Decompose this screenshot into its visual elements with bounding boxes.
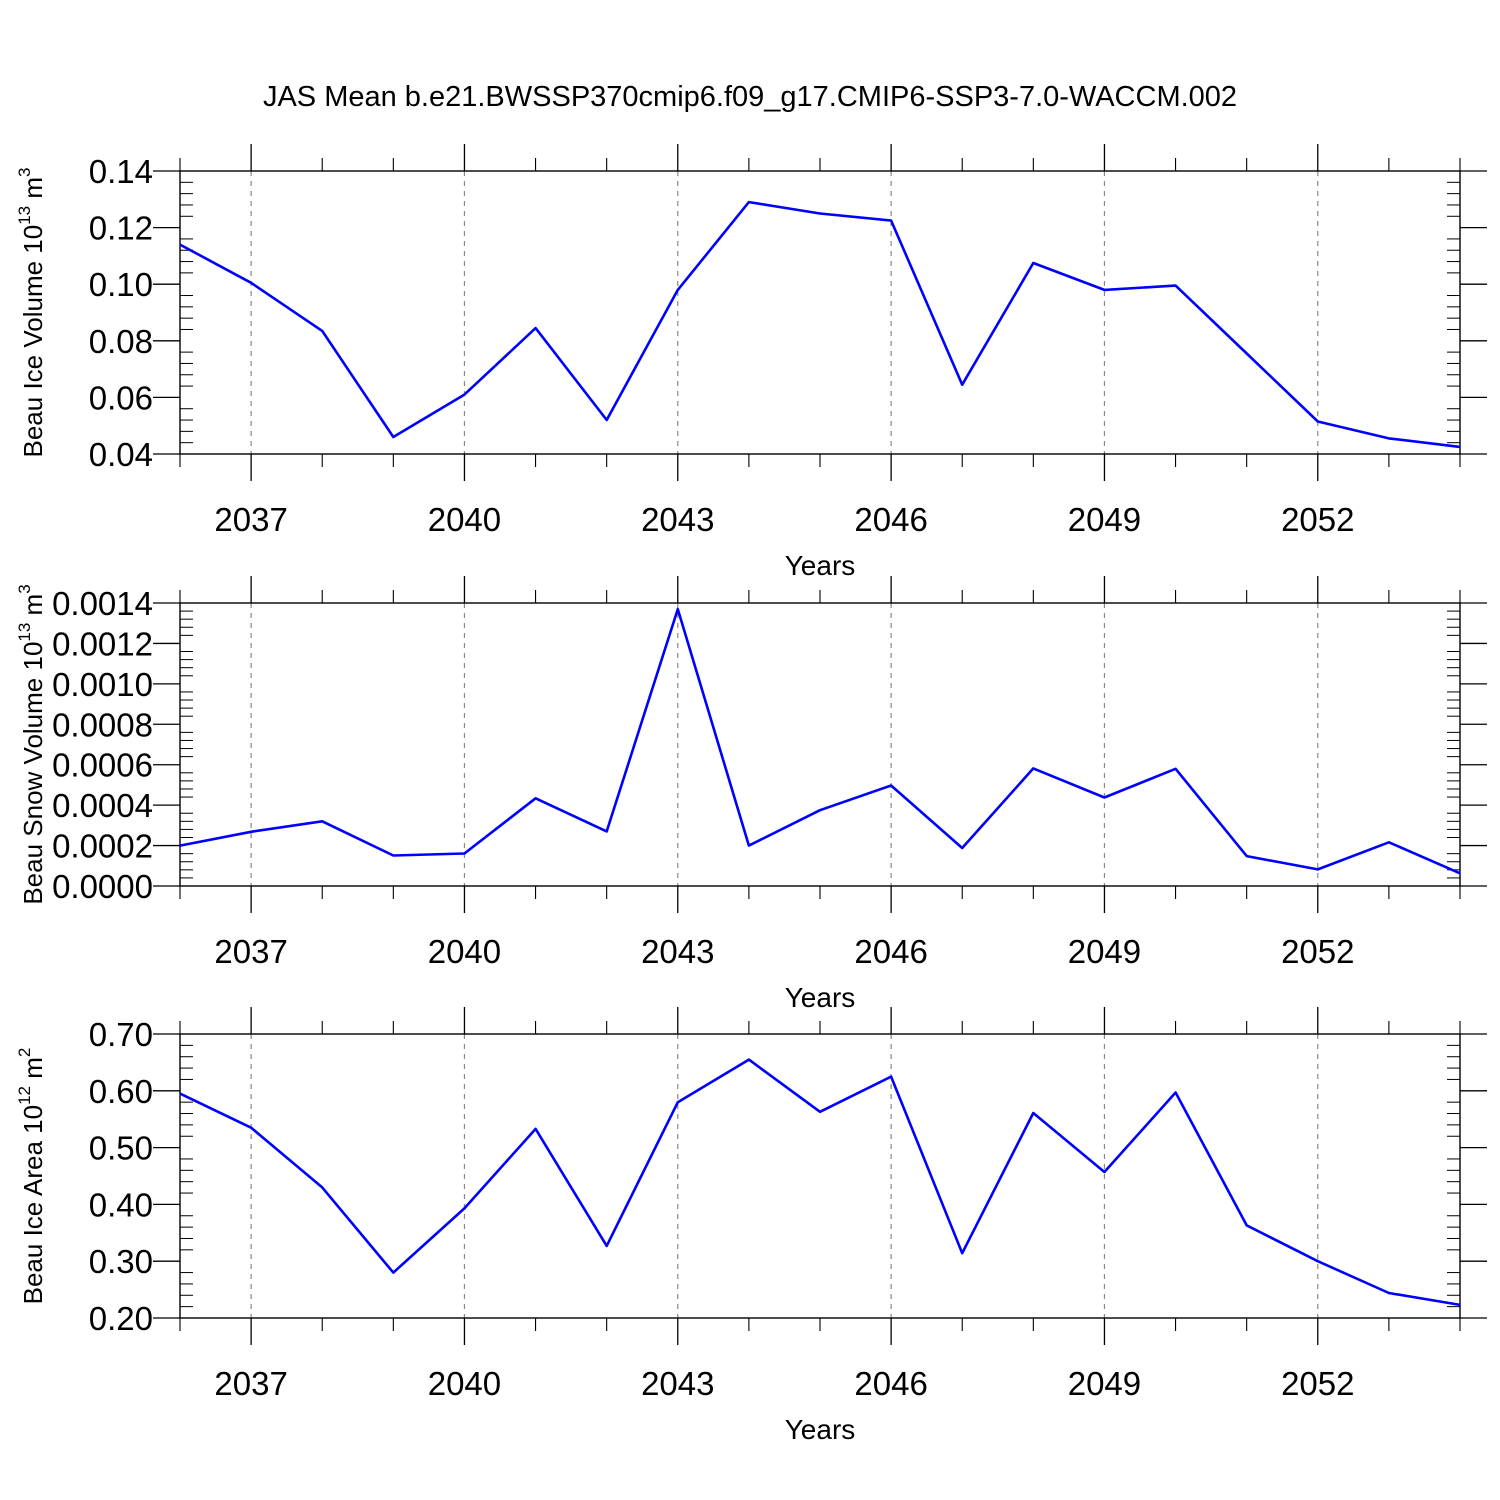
y-tick-label: 0.06: [89, 379, 153, 416]
y-axis-label: Beau Ice Volume 1013 m3: [15, 168, 48, 458]
y-tick-label: 0.60: [89, 1073, 153, 1110]
x-tick-label: 2046: [854, 933, 927, 970]
chart-panel-1: 2037 2040 2043 2046 2049 2052 0.04 0.06 0.08 0.10…: [15, 144, 1487, 581]
x-tick-label: 2040: [428, 501, 501, 538]
panels: 2037 2040 2043 2046 2049 2052 0.04 0.06 0.08 0.10…: [15, 144, 1487, 1445]
y-label-unit-exponent: 3: [15, 584, 34, 593]
y-label-text: Beau Ice Volume 10: [18, 225, 48, 458]
x-tick-label: 2043: [641, 501, 714, 538]
y-tick-label: 0.10: [89, 266, 153, 303]
x-tick-label: 2049: [1068, 1365, 1141, 1402]
y-axis-label: Beau Ice Area 1012 m2: [15, 1048, 48, 1305]
plot-frame: [179, 170, 1461, 455]
y-tick-label: 0.0010: [52, 666, 153, 703]
x-tick-label: 2046: [854, 501, 927, 538]
x-tick-label: 2040: [428, 1365, 501, 1402]
y-label-exponent: 12: [15, 1086, 34, 1105]
y-tick-label: 0.50: [89, 1130, 153, 1167]
y-label-unit-exponent: 2: [15, 1048, 34, 1057]
x-tick-label: 2052: [1281, 933, 1354, 970]
series-line: [179, 607, 1461, 875]
y-tick-label: 0.04: [89, 436, 153, 473]
y-tick-label: 0.0006: [52, 747, 153, 784]
x-tick-label: 2046: [854, 1365, 927, 1402]
x-tick-label: 2049: [1068, 501, 1141, 538]
y-tick-label: 0.12: [89, 210, 153, 247]
x-tick-label: 2037: [214, 1365, 287, 1402]
x-tick-label: 2043: [641, 1365, 714, 1402]
y-tick-label: 0.14: [89, 153, 153, 190]
x-tick-label: 2043: [641, 933, 714, 970]
y-tick-label: 0.0014: [52, 585, 153, 622]
y-label-unit: m: [18, 594, 48, 623]
x-tick-label: 2052: [1281, 1365, 1354, 1402]
y-tick-label: 0.20: [89, 1300, 153, 1337]
x-axis-label: Years: [785, 1414, 856, 1445]
y-label-unit: m: [18, 1057, 48, 1086]
y-label-exponent: 13: [15, 206, 34, 225]
y-label-text: Beau Snow Volume 10: [18, 642, 48, 905]
x-tick-label: 2049: [1068, 933, 1141, 970]
x-tick-label: 2037: [214, 933, 287, 970]
x-axis-label: Years: [785, 982, 856, 1013]
y-tick-label: 0.40: [89, 1186, 153, 1223]
x-tick-label: 2037: [214, 501, 287, 538]
y-label-unit: m: [18, 177, 48, 206]
y-tick-label: 0.30: [89, 1243, 153, 1280]
y-label-exponent: 13: [15, 623, 34, 642]
y-label-unit-exponent: 3: [15, 168, 34, 177]
x-tick-label: 2052: [1281, 501, 1354, 538]
y-tick-label: 0.08: [89, 323, 153, 360]
figure-title: JAS Mean b.e21.BWSSP370cmip6.f09_g17.CMI…: [263, 81, 1237, 113]
x-tick-label: 2040: [428, 933, 501, 970]
series-line: [179, 1058, 1461, 1307]
plot-frame: [179, 602, 1461, 887]
y-tick-label: 0.0008: [52, 706, 153, 743]
y-tick-label: 0.70: [89, 1016, 153, 1053]
series-line: [179, 200, 1461, 449]
x-axis-label: Years: [785, 550, 856, 581]
y-tick-label: 0.0000: [52, 868, 153, 905]
y-tick-label: 0.0012: [52, 625, 153, 662]
chart-panel-3: 2037 2040 2043 2046 2049 2052 0.20 0.30 0.40 0.50…: [15, 1007, 1487, 1445]
y-axis-label: Beau Snow Volume 1013 m3: [15, 584, 48, 904]
y-label-text: Beau Ice Area 10: [18, 1105, 48, 1304]
plot-frame: [179, 1033, 1461, 1319]
y-tick-label: 0.0004: [52, 787, 153, 824]
y-tick-label: 0.0002: [52, 828, 153, 865]
